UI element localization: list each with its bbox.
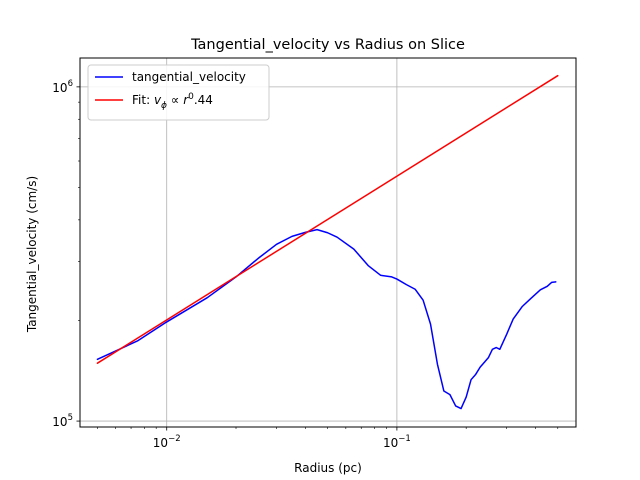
legend-fit-prefix: Fit: [132, 93, 154, 107]
x-tick-label-0: 10−2 [153, 434, 181, 450]
x-tick-label-1: 10−1 [383, 434, 411, 450]
legend-fit-propto: ∝ [167, 93, 183, 107]
series-line-tangential-velocity [96, 228, 557, 410]
legend-box [87, 64, 270, 121]
y-axis-label: Tangential_velocity (cm/s) [25, 176, 39, 333]
y-tick-label-1: 106 [52, 79, 73, 95]
series-line-fit [96, 74, 559, 364]
legend: tangential_velocity Fit: vϕ ∝ r0.44 [87, 64, 270, 121]
chart-title: Tangential_velocity vs Radius on Slice [190, 37, 465, 53]
legend-label-fit: Fit: vϕ ∝ r0.44 [132, 92, 213, 111]
axis-ticks: 10−2 10−1 105 106 [52, 79, 411, 450]
legend-fit-exp: 0 [188, 92, 194, 102]
y-tick-label-0: 105 [52, 413, 73, 429]
legend-fit-v: v [154, 93, 162, 107]
legend-fit-r: r [183, 93, 189, 107]
plot-frame [79, 57, 577, 428]
legend-fit-phi: ϕ [161, 101, 167, 111]
legend-fit-rest: .44 [194, 93, 213, 107]
x-axis-label: Radius (pc) [294, 461, 362, 475]
legend-label-tangential-velocity: tangential_velocity [132, 70, 246, 84]
plot-area: 10−2 10−1 105 106 [52, 57, 577, 450]
series-layer [96, 74, 559, 410]
